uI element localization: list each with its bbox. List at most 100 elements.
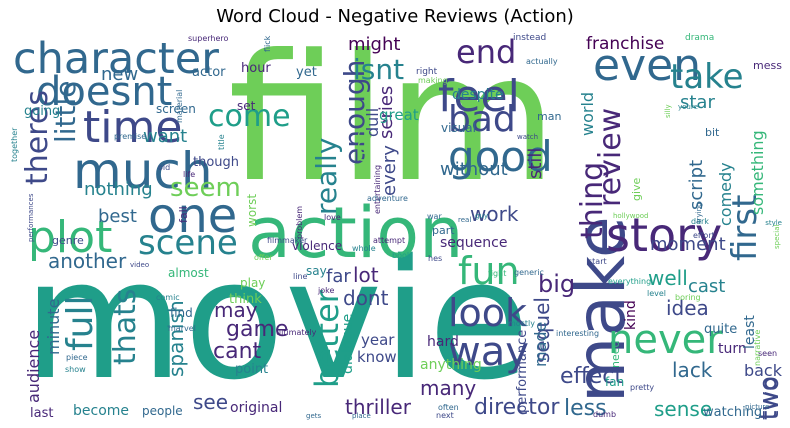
word-dark: dark: [691, 217, 709, 226]
word-though: though: [193, 155, 240, 170]
word-back: back: [743, 361, 782, 380]
word-think: think: [229, 292, 262, 307]
word-less: less: [564, 396, 607, 420]
word-lack: lack: [672, 358, 713, 382]
word-often: often: [438, 403, 459, 412]
word-hard: hard: [427, 334, 459, 350]
word-need: need: [609, 340, 622, 369]
word-film: film: [228, 30, 558, 221]
word-best: best: [98, 206, 137, 227]
word-picture: picture: [745, 403, 770, 411]
word-silly: silly: [664, 104, 672, 118]
word-generic: generic: [514, 268, 544, 277]
word-fan: fan: [605, 375, 625, 389]
word-sense: sense: [654, 397, 713, 420]
word-next: next: [436, 411, 454, 420]
word-character: character: [13, 34, 219, 84]
word-place: place: [352, 412, 371, 420]
word-work: work: [470, 202, 519, 226]
word-everything: everything: [608, 277, 652, 286]
word-even: even: [593, 40, 702, 91]
word-every: every: [379, 145, 400, 196]
word-really: really: [310, 137, 343, 215]
word-review: review: [593, 107, 628, 207]
word-kind: kind: [623, 300, 639, 330]
word-franchise: franchise: [586, 34, 665, 54]
word-actor: actor: [192, 65, 226, 80]
word-visual: visual: [441, 121, 476, 135]
word-new: new: [101, 64, 139, 85]
word-plot: plot: [28, 212, 113, 263]
word-much: much: [73, 142, 213, 200]
word-watch: watch: [517, 133, 539, 141]
word-book: book: [392, 251, 412, 260]
word-hollywood: hollywood: [613, 212, 649, 220]
word-adventure: adventure: [367, 194, 408, 203]
word-world: world: [578, 91, 597, 136]
word-director: director: [474, 395, 560, 420]
word-point: point: [235, 362, 269, 377]
word-filmmaker: filmmaker: [267, 236, 308, 245]
word-movie: movie: [23, 224, 530, 416]
word-dumb: dumb: [593, 410, 617, 419]
word-look: look: [448, 291, 528, 335]
word-dialogue: dialogue: [340, 313, 356, 374]
word-boring: boring: [675, 293, 701, 302]
word-story: story: [606, 208, 723, 262]
word-nothing: nothing: [84, 179, 153, 200]
word-flick: flick: [263, 35, 272, 52]
word-doesnt: doesnt: [36, 69, 173, 115]
word-comedy: comedy: [716, 162, 735, 226]
chart-title: Word Cloud - Negative Reviews (Action): [216, 6, 574, 27]
word-worst: worst: [245, 193, 259, 227]
word-special: special: [773, 224, 781, 249]
word-full: full: [60, 295, 101, 352]
word-great: great: [379, 106, 419, 124]
word-moment: moment: [650, 234, 726, 255]
word-last: last: [30, 406, 54, 420]
word-people: people: [142, 404, 183, 418]
word-life: life: [183, 170, 196, 179]
word-bad: bad: [448, 99, 516, 140]
word-want: want: [143, 126, 188, 147]
word-effect: effect: [560, 364, 623, 389]
word-say: say: [306, 264, 327, 278]
word-minute: minute: [44, 298, 63, 355]
word-real: real: [458, 216, 472, 224]
word-genre: genre: [52, 234, 84, 247]
word-quite: quite: [704, 322, 738, 337]
word-performance: performance: [515, 329, 530, 413]
word-gets: gets: [306, 412, 322, 420]
word-far: far: [326, 266, 351, 287]
word-effort: effort: [693, 231, 715, 240]
word-violence: violence: [292, 239, 343, 253]
word-play: play: [240, 276, 266, 290]
word-guy: guy: [475, 212, 489, 220]
word-actually: actually: [526, 57, 558, 66]
word-time: time: [83, 102, 183, 153]
word-thriller: thriller: [345, 395, 411, 419]
word-start: start: [588, 257, 607, 266]
word-almost: almost: [168, 266, 209, 280]
word-well: well: [648, 266, 688, 290]
word-take: take: [670, 57, 744, 97]
word-joke: joke: [318, 286, 335, 295]
word-might: might: [348, 34, 401, 55]
word-show: show: [65, 365, 86, 374]
word-idea: idea: [666, 296, 709, 320]
word-video: video: [130, 261, 150, 269]
word-way: way: [448, 329, 529, 375]
word-going: going: [24, 104, 61, 119]
word-feel: feel: [438, 71, 520, 122]
word-see: see: [193, 390, 229, 414]
word-one: one: [148, 188, 238, 244]
word-marvel: marvel: [168, 324, 196, 333]
word-man: man: [537, 110, 562, 123]
word-find: find: [170, 306, 193, 320]
word-youre: youre: [678, 103, 698, 111]
word-trying: trying: [695, 202, 703, 223]
word-love: love: [324, 213, 341, 222]
word-cant: cant: [213, 339, 262, 364]
word-line: line: [293, 272, 308, 281]
word-old: old: [158, 163, 171, 172]
